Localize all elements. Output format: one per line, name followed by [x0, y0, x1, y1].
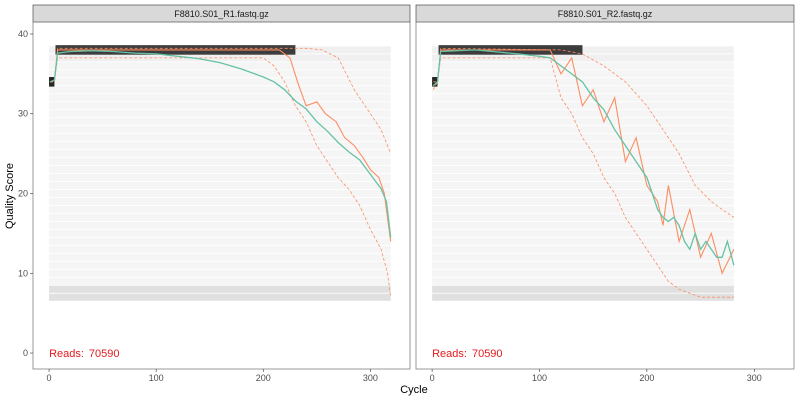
density-band-1: [432, 134, 734, 142]
density-band-1: [432, 158, 734, 166]
density-band-1: [432, 237, 734, 245]
x-tick-label-0: 100: [149, 373, 164, 383]
density-background-0: [49, 45, 391, 301]
y-tick-label: 30: [18, 109, 28, 119]
density-band-0: [49, 285, 391, 293]
density-band-0: [49, 277, 391, 285]
density-band-1: [432, 229, 734, 237]
density-band-0: [49, 229, 391, 237]
quartile25-line-1: [432, 57, 734, 298]
density-band-1: [432, 253, 734, 261]
density-band-0: [49, 173, 391, 182]
reads-label-0: Reads:: [49, 348, 84, 360]
x-tick-label-0: 0: [47, 373, 52, 383]
y-tick-label: 20: [18, 189, 28, 199]
density-band-0: [49, 253, 391, 261]
density-band-1: [432, 189, 734, 198]
density-band-0: [49, 102, 391, 110]
density-band-1: [432, 205, 734, 214]
density-band-0: [49, 94, 391, 102]
reads-annotation-1: Reads: 70590: [432, 348, 502, 360]
reads-value-1: 70590: [472, 348, 503, 360]
x-axis-title: Cycle: [400, 384, 428, 396]
density-band-1: [432, 126, 734, 134]
reads-value-0: 70590: [89, 348, 120, 360]
x-tick-label-1: 300: [747, 373, 762, 383]
density-band-0: [49, 118, 391, 126]
density-band-0: [49, 126, 391, 134]
density-band-0: [49, 189, 391, 198]
strip-label-0: F8810.S01_R1.fastq.gz: [174, 9, 269, 19]
density-band-1: [432, 86, 734, 94]
density-band-0: [49, 70, 391, 78]
density-band-1: [432, 110, 734, 118]
density-band-0: [49, 221, 391, 230]
density-band-1: [432, 118, 734, 126]
density-band-1: [432, 213, 734, 222]
panel-border-0: [32, 21, 411, 370]
density-band-1: [432, 54, 734, 62]
y-tick-label: 10: [18, 268, 28, 278]
reads-label-1: Reads:: [432, 348, 467, 360]
density-band-1: [432, 285, 734, 293]
density-band-0: [49, 86, 391, 94]
density-band-0: [49, 142, 391, 150]
density-band-0: [49, 134, 391, 142]
density-band-1: [432, 70, 734, 78]
density-band-0: [49, 213, 391, 222]
x-tick-label-1: 200: [639, 373, 654, 383]
y-tick-label: 40: [18, 29, 28, 39]
median-line-0: [49, 49, 392, 242]
density-band-0: [49, 158, 391, 166]
density-band-1: [432, 62, 734, 70]
strip-label-1: F8810.S01_R2.fastq.gz: [558, 9, 653, 19]
density-band-0: [49, 181, 391, 190]
density-band-0: [49, 205, 391, 214]
density-band-1: [432, 142, 734, 150]
density-band-1: [432, 261, 734, 269]
mean-line-0: [49, 50, 392, 238]
y-axis-title: Quality Score: [4, 163, 16, 229]
density-band-0: [49, 110, 391, 118]
density-band-1: [432, 197, 734, 206]
x-tick-label-0: 300: [363, 373, 378, 383]
median-line-1: [432, 49, 735, 275]
density-band-0: [49, 150, 391, 158]
density-band-1: [432, 221, 734, 230]
x-tick-label-1: 100: [532, 373, 547, 383]
density-band-1: [432, 165, 734, 174]
density-band-1: [432, 181, 734, 190]
density-band-0: [49, 293, 391, 301]
density-band-0: [49, 78, 391, 86]
density-band-1: [432, 245, 734, 253]
density-band-1: [432, 46, 734, 54]
density-band-0: [49, 165, 391, 174]
density-band-0: [49, 62, 391, 70]
density-band-1: [432, 269, 734, 277]
density-band-0: [49, 269, 391, 277]
x-tick-label-1: 0: [430, 373, 435, 383]
density-band-0: [49, 197, 391, 206]
x-tick-label-0: 200: [256, 373, 271, 383]
quartile75-line-1: [433, 47, 735, 218]
mean-line-1: [432, 49, 735, 266]
density-band-0: [49, 237, 391, 245]
density-band-1: [432, 293, 734, 301]
density-band-0: [49, 245, 391, 253]
density-band-1: [432, 150, 734, 158]
density-band-0: [49, 261, 391, 269]
density-band-1: [432, 94, 734, 102]
density-band-1: [432, 277, 734, 285]
density-band-1: [432, 173, 734, 182]
reads-annotation-0: Reads: 70590: [49, 348, 119, 360]
y-tick-label: 0: [23, 348, 28, 358]
panel-border-1: [415, 21, 795, 370]
